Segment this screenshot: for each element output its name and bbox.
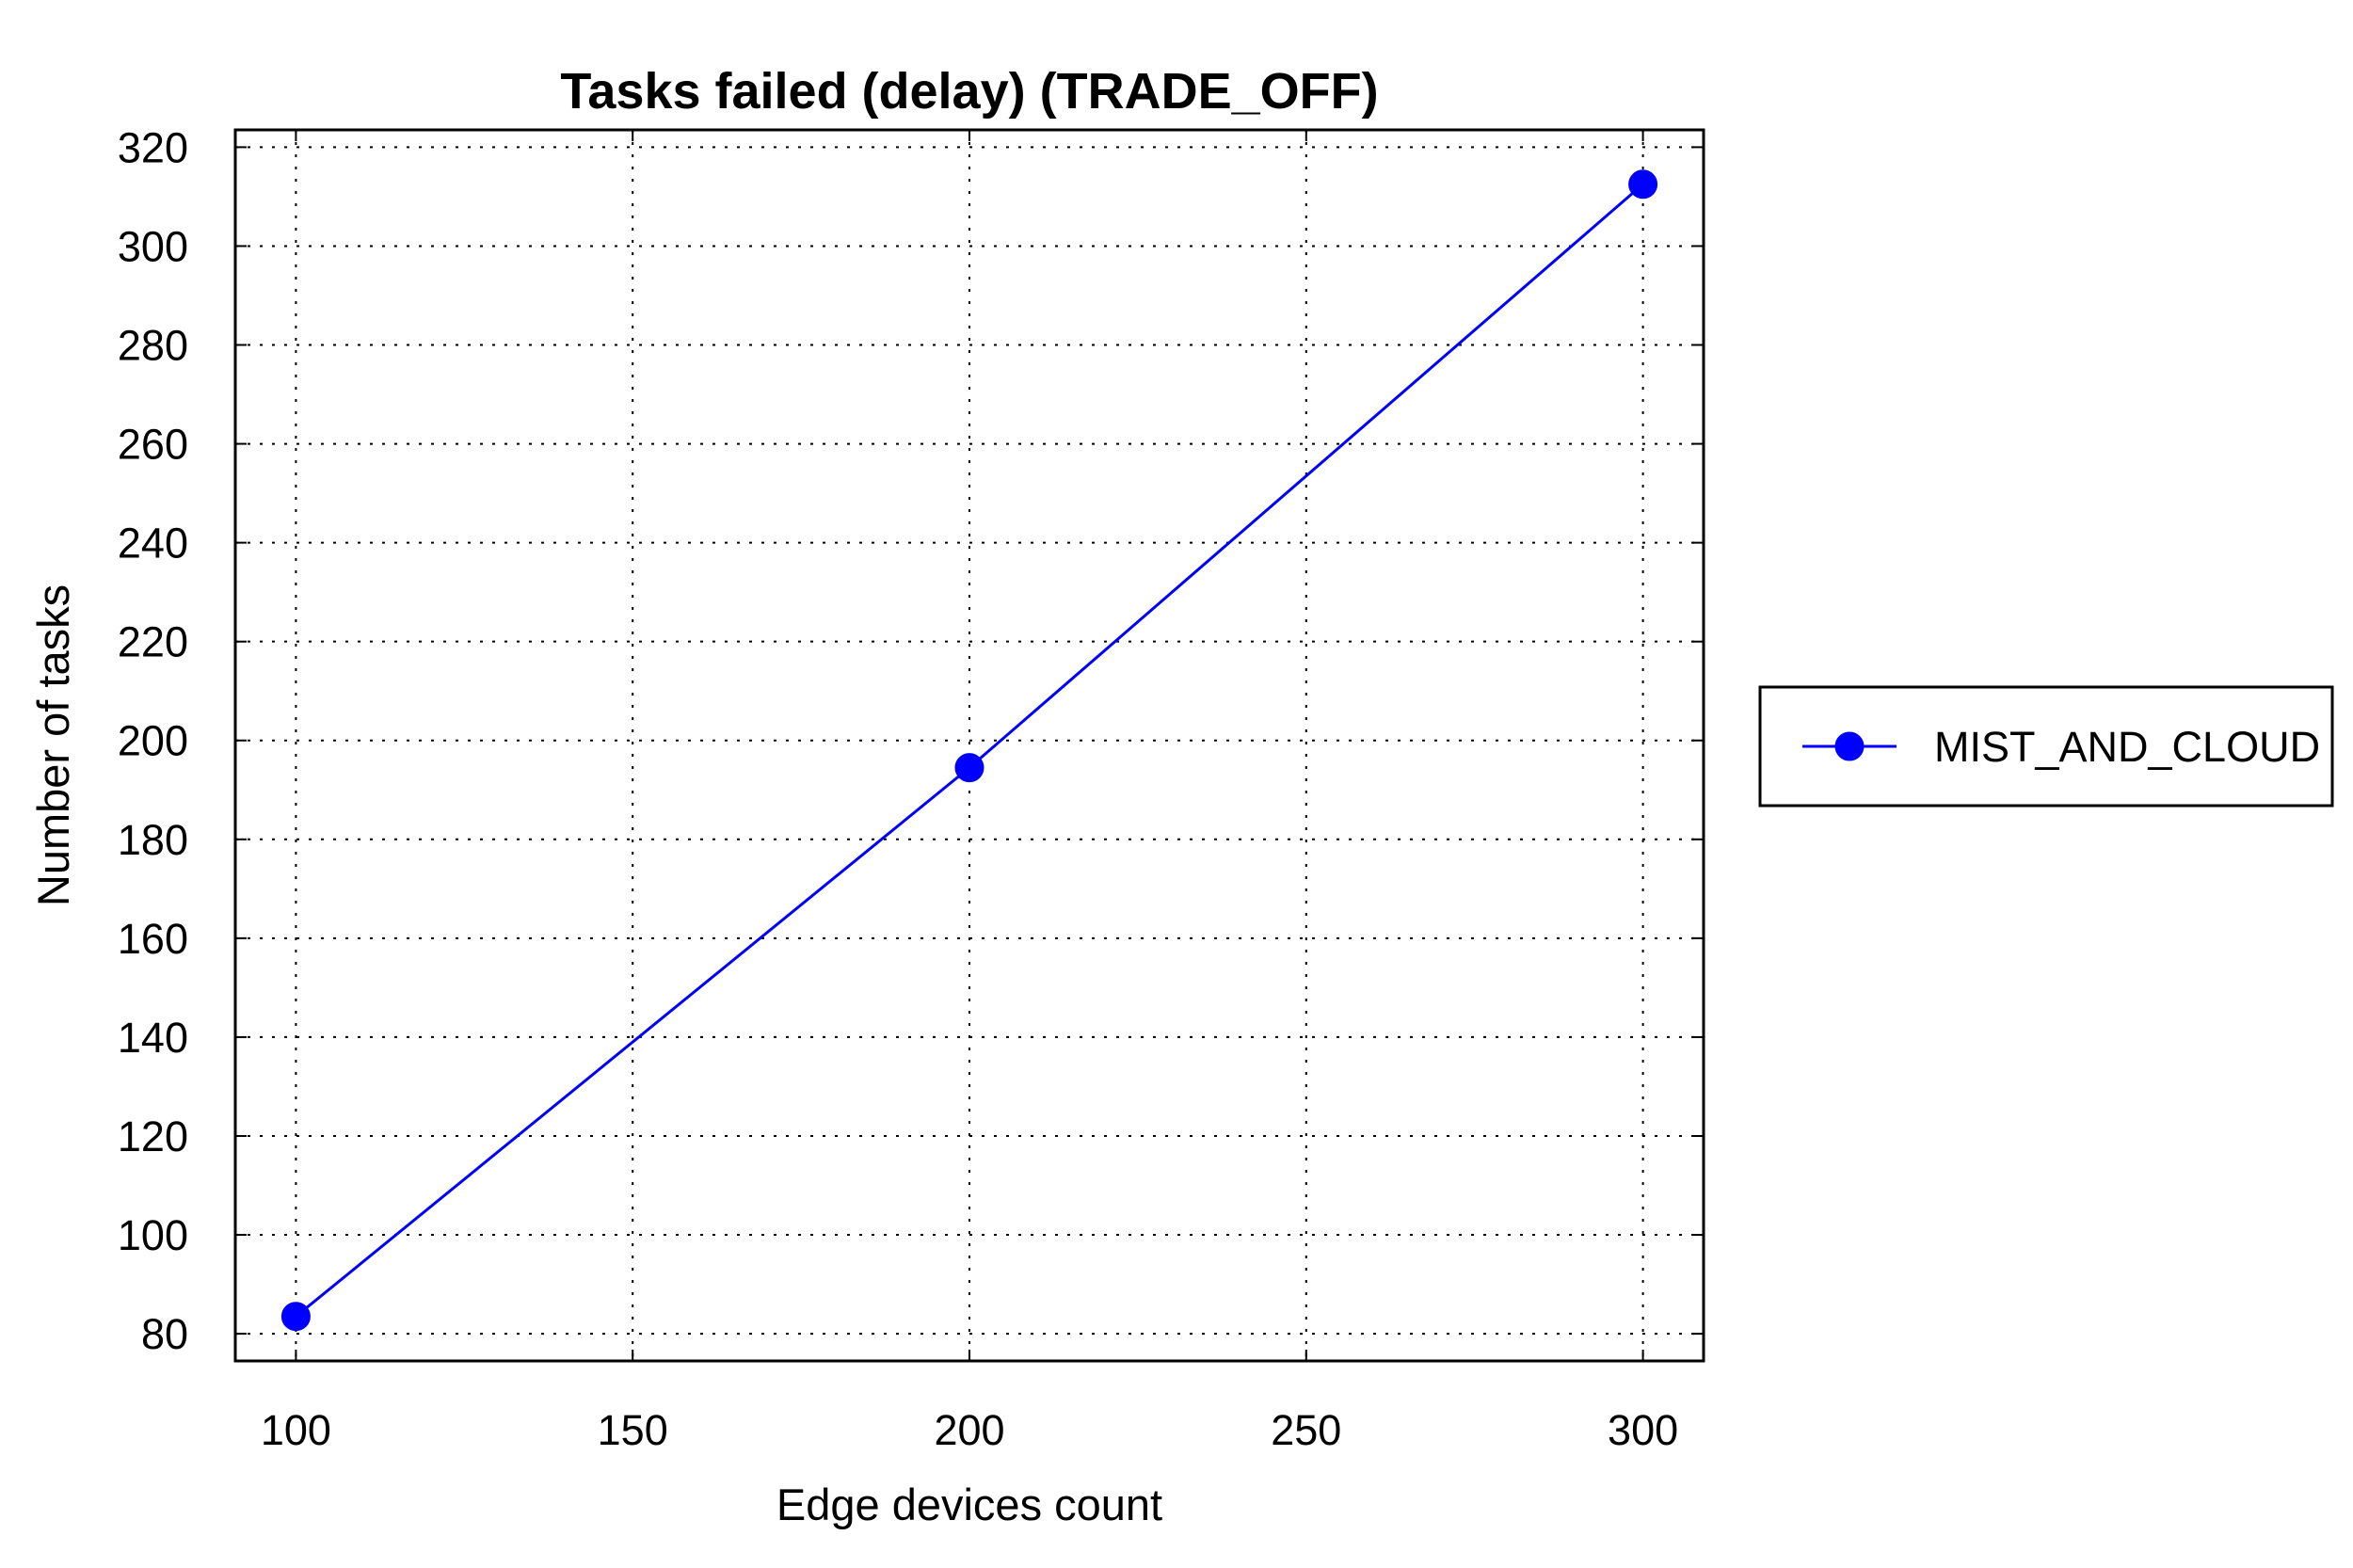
legend-marker [1834, 731, 1865, 761]
plot-frame [233, 128, 1705, 1363]
y-tick-label: 120 [118, 1112, 188, 1160]
axis-ticks: 100 150 200 250 300 80 100 120 140 160 180 200 220 24… [118, 123, 1704, 1454]
legend-label: MIST_AND_CLOUD [1934, 723, 2320, 771]
y-tick-label: 100 [118, 1211, 188, 1259]
y-tick-label: 260 [118, 421, 188, 469]
y-tick-label: 320 [118, 123, 188, 171]
x-tick-label: 250 [1271, 1406, 1341, 1454]
y-tick-label: 220 [118, 618, 188, 666]
y-tick-label: 200 [118, 717, 188, 765]
y-tick-label: 300 [118, 222, 188, 270]
data-point [954, 753, 984, 783]
y-tick-label: 180 [118, 816, 188, 864]
y-tick-label: 80 [141, 1310, 188, 1358]
y-tick-label: 280 [118, 322, 188, 370]
chart-title: Tasks failed (delay) (TRADE_OFF) [560, 63, 1378, 120]
grid [235, 130, 1704, 1361]
legend: MIST_AND_CLOUD [1758, 685, 2334, 808]
x-tick-label: 300 [1608, 1406, 1678, 1454]
data-point [1628, 169, 1658, 200]
x-tick-label: 100 [261, 1406, 331, 1454]
series-layer [280, 169, 1658, 1332]
y-tick-label: 160 [118, 915, 188, 963]
x-tick-label: 150 [598, 1406, 668, 1454]
y-axis-title: Number of tasks [28, 584, 78, 906]
x-axis-title: Edge devices count [776, 1480, 1162, 1529]
x-tick-label: 200 [934, 1406, 1004, 1454]
y-tick-label: 140 [118, 1014, 188, 1062]
data-point [280, 1302, 311, 1332]
y-tick-label: 240 [118, 520, 188, 568]
